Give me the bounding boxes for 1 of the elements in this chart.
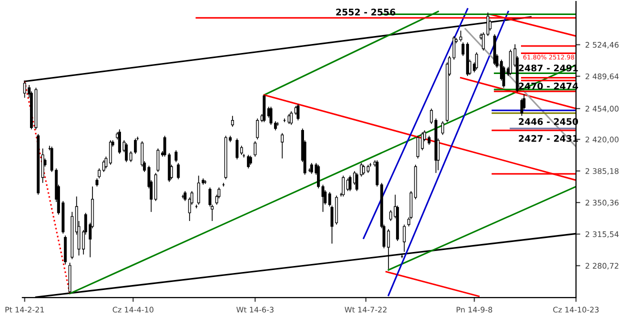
annotation: 2552 - 2556 bbox=[336, 8, 396, 16]
